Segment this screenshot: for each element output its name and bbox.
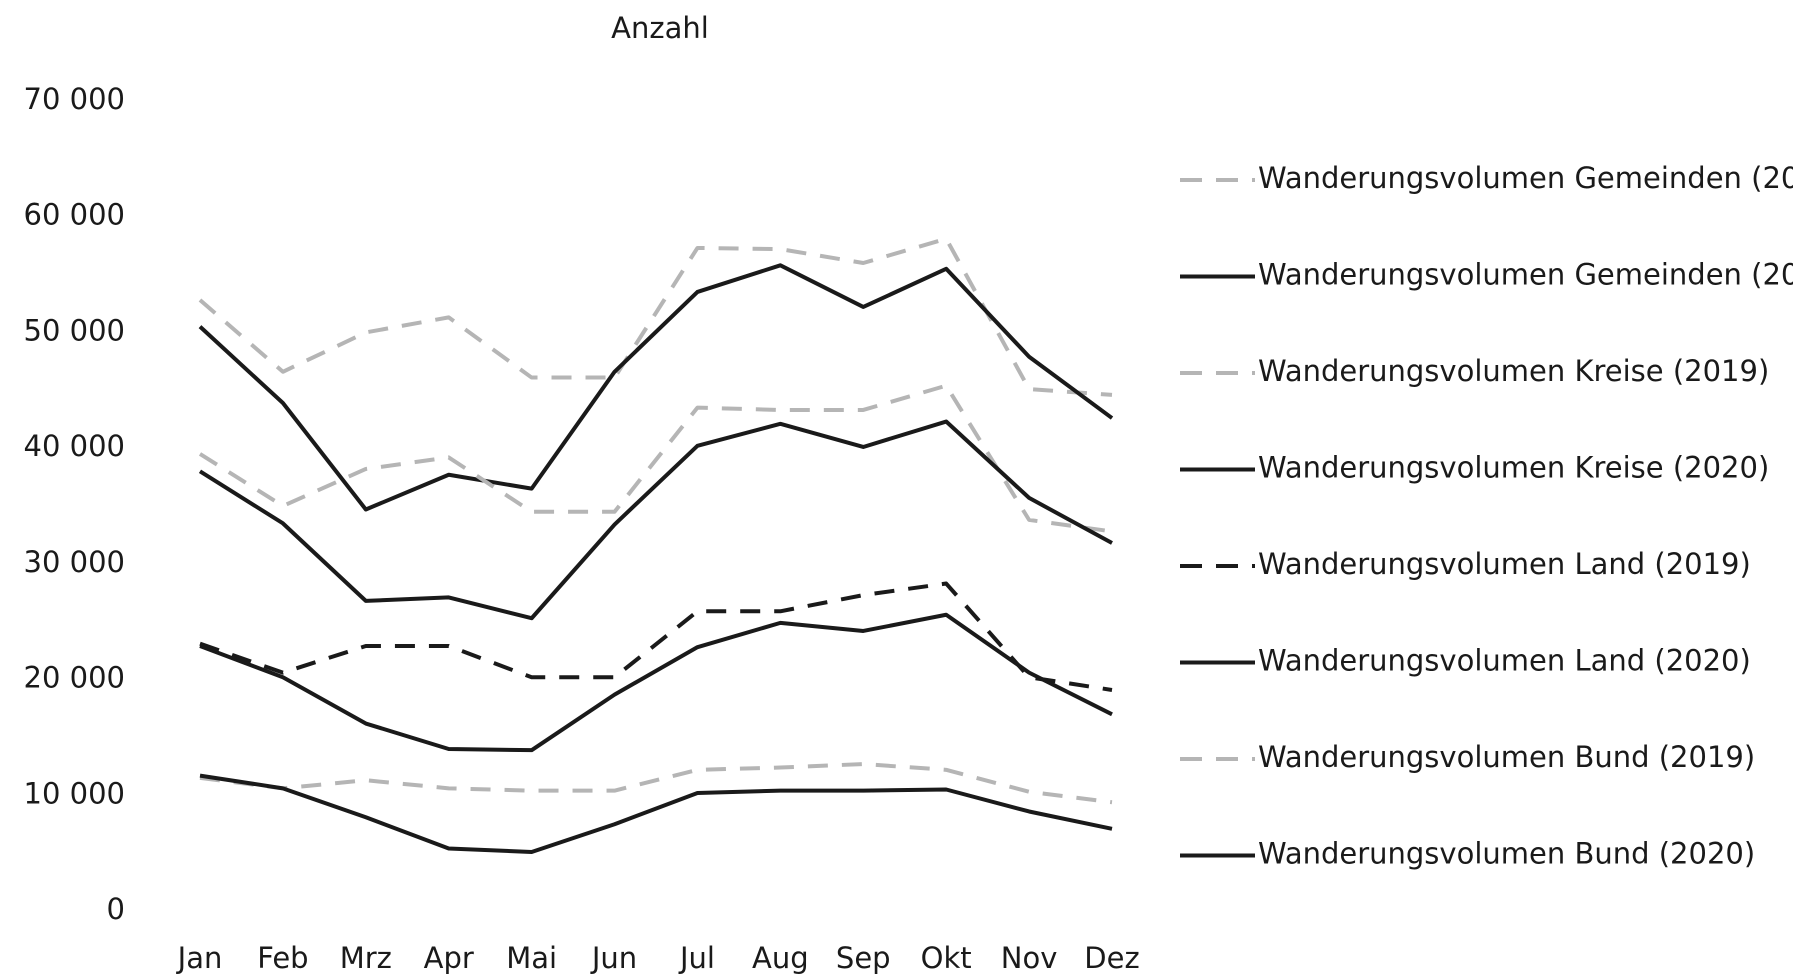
x-tick-label: Jul <box>678 941 715 975</box>
legend-label: Wanderungsvolumen Bund (2019) <box>1258 740 1755 774</box>
legend-label: Wanderungsvolumen Kreise (2019) <box>1258 354 1769 388</box>
series-line <box>199 773 1113 854</box>
series-line <box>199 581 1113 692</box>
x-tick-label: Nov <box>1001 941 1058 975</box>
x-tick-label: Mai <box>506 941 557 975</box>
series-line <box>198 236 1113 397</box>
legend-label: Wanderungsvolumen Gemeinden (2020) <box>1258 258 1793 292</box>
x-tick-label: Apr <box>424 941 474 975</box>
x-tick-label: Feb <box>257 941 308 975</box>
series-line <box>199 612 1113 753</box>
y-tick-label: 30 000 <box>24 545 125 579</box>
x-tick-label: Mrz <box>340 941 392 975</box>
x-tick-label: Jan <box>176 941 223 975</box>
x-tick-label: Okt <box>921 941 972 975</box>
series-line <box>198 263 1114 512</box>
x-tick-label: Sep <box>836 941 891 975</box>
y-tick-label: 50 000 <box>24 313 125 347</box>
legend-label: Wanderungsvolumen Land (2020) <box>1258 644 1751 678</box>
legend-label: Wanderungsvolumen Land (2019) <box>1258 547 1751 581</box>
y-tick-label: 20 000 <box>24 661 125 695</box>
y-tick-label: 70 000 <box>24 82 125 116</box>
legend-label: Wanderungsvolumen Bund (2020) <box>1258 837 1755 871</box>
x-tick-label: Dez <box>1084 941 1139 975</box>
chart-title: Anzahl <box>611 11 709 45</box>
x-tick-label: Jun <box>590 941 637 975</box>
y-tick-label: 10 000 <box>24 776 125 810</box>
y-tick-label: 60 000 <box>24 198 125 232</box>
legend-label: Wanderungsvolumen Gemeinden (2019) <box>1258 161 1793 195</box>
series-line <box>198 419 1113 621</box>
legend-label: Wanderungsvolumen Kreise (2020) <box>1258 451 1769 485</box>
y-tick-label: 0 <box>107 892 125 926</box>
y-tick-label: 40 000 <box>24 429 125 463</box>
series-line <box>199 762 1113 805</box>
series-line <box>198 383 1113 534</box>
x-tick-label: Aug <box>752 941 809 975</box>
